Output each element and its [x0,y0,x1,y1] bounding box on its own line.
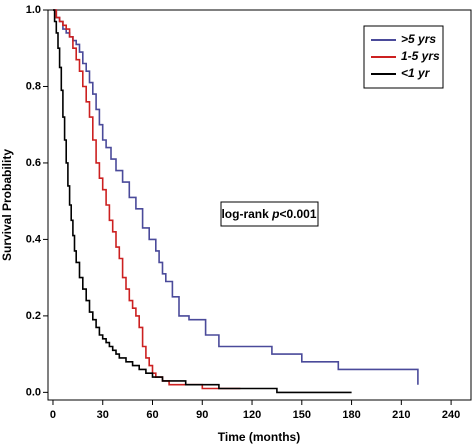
annotation-box [220,201,319,227]
plot-frame [47,9,472,401]
x-tick-label: 0 [50,409,56,421]
x-tick-label: 90 [196,409,208,421]
y-tick-label: 0.0 [26,386,41,398]
annotation-prefix: log-rank [221,207,272,221]
x-axis-title: Time (months) [218,430,300,444]
x-tick-label: 240 [442,409,460,421]
y-axis-title: Survival Probability [0,149,14,261]
x-tick-label: 120 [243,409,261,421]
y-tick-label: 1.0 [26,4,41,16]
x-tick-label: 30 [97,409,109,421]
series-line-0 [53,9,419,385]
series-layer [53,9,419,394]
legend-label: >5 yrs [401,32,436,46]
x-tick-label: 180 [342,409,360,421]
x-tick-label: 60 [146,409,158,421]
legend-label: <1 yr [401,66,431,80]
y-tick-label: 0.6 [26,157,41,169]
series-line-2 [53,9,352,394]
series-line-1 [53,9,241,390]
logrank-annotation: log-rank p<0.001 [220,201,319,227]
y-axis: 0.0 0.2 0.4 0.6 0.8 1.0 [26,4,48,398]
y-tick-label: 0.8 [26,80,41,92]
legend-label: 1-5 yrs [401,49,440,63]
legend: >5 yrs 1-5 yrs <1 yr [363,25,444,89]
y-tick-label: 0.4 [26,233,42,245]
annotation-text: log-rank p<0.001 [221,207,316,221]
x-tick-label: 210 [392,409,410,421]
annotation-p-symbol: p [271,207,279,221]
annotation-suffix: <0.001 [279,207,316,221]
x-axis: 0 30 60 90 120 150 180 210 240 [50,400,460,421]
y-tick-label: 0.2 [26,310,41,322]
x-tick-label: 150 [293,409,311,421]
